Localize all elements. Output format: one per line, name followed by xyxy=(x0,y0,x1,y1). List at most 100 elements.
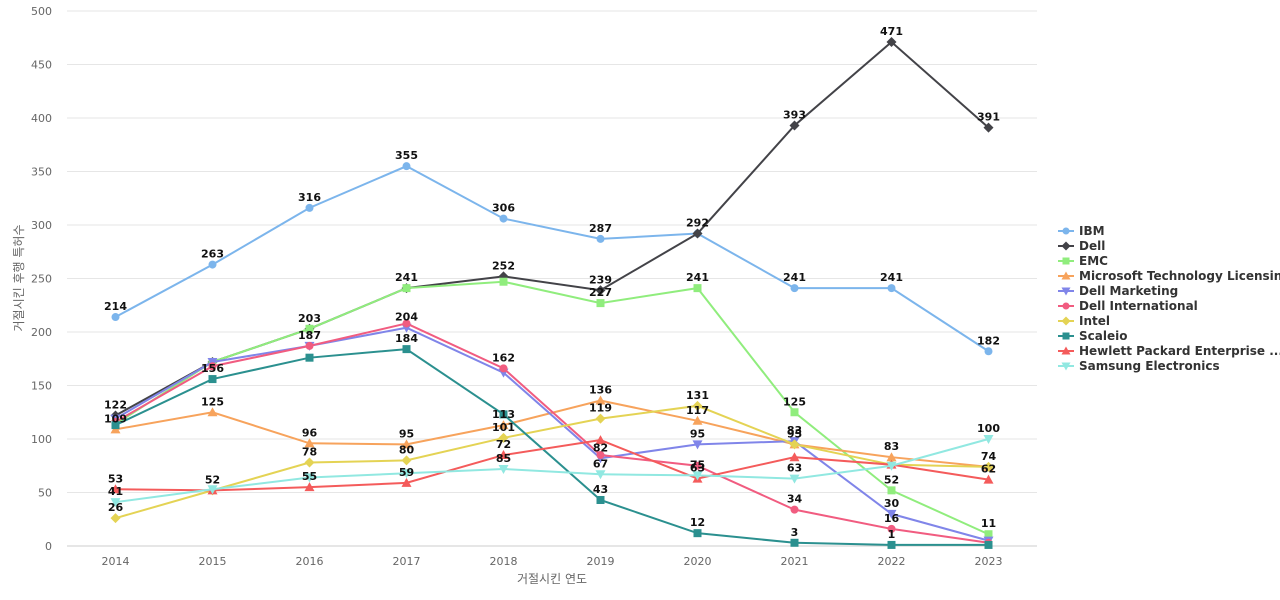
series-line xyxy=(115,404,989,520)
y-axis: 0 50 100 150 200 250 300 350 400 450 500 xyxy=(31,5,52,553)
data-point xyxy=(304,473,315,483)
x-tick-label: 2020 xyxy=(684,555,712,568)
data-label: 203 xyxy=(298,312,321,325)
data-label: 182 xyxy=(977,334,1000,347)
data-point xyxy=(984,530,993,539)
data-label: 12 xyxy=(690,516,705,529)
data-label: 72 xyxy=(496,438,511,451)
data-point xyxy=(110,498,121,508)
data-label: 113 xyxy=(492,408,515,421)
legend-item[interactable]: EMC xyxy=(1058,254,1108,268)
x-axis: 2014 2015 2016 2017 2018 2019 2020 2021 2022 2023 xyxy=(102,555,1003,568)
data-point xyxy=(401,455,412,466)
data-point xyxy=(402,284,411,293)
data-label: 55 xyxy=(302,470,317,483)
legend-label: Dell Marketing xyxy=(1079,284,1178,298)
data-point xyxy=(401,477,412,487)
data-point xyxy=(304,482,315,492)
data-label: 95 xyxy=(787,427,802,440)
legend-item[interactable]: Dell xyxy=(1058,239,1105,253)
y-tick-label: 100 xyxy=(31,433,52,446)
data-label: 96 xyxy=(302,426,318,439)
data-point xyxy=(789,120,800,131)
legend-marker xyxy=(1061,287,1071,296)
data-label: 316 xyxy=(298,191,321,204)
legend-item[interactable]: Dell Marketing xyxy=(1058,284,1178,298)
data-point xyxy=(692,228,703,239)
legend-item[interactable]: IBM xyxy=(1058,224,1105,238)
series-line xyxy=(114,326,989,542)
data-point xyxy=(983,435,994,444)
legend-item[interactable]: Samsung Electronics xyxy=(1058,359,1220,373)
data-label: 100 xyxy=(977,422,1000,435)
data-point xyxy=(789,452,800,462)
data-label: 109 xyxy=(104,412,127,425)
legend-label: Intel xyxy=(1079,314,1110,328)
data-label: 287 xyxy=(589,222,612,235)
legend-label: Microsoft Technology Licensing xyxy=(1079,269,1280,283)
series-group xyxy=(111,345,993,549)
data-point xyxy=(401,439,412,449)
data-label: 355 xyxy=(395,149,418,162)
y-tick-label: 0 xyxy=(45,540,52,553)
legend-label: Hewlett Packard Enterprise ... xyxy=(1079,344,1280,358)
data-point xyxy=(110,484,121,494)
data-label: 306 xyxy=(492,202,515,215)
data-label: 156 xyxy=(201,362,224,375)
data-label: 74 xyxy=(981,450,997,463)
data-point xyxy=(595,285,606,296)
data-point xyxy=(304,457,315,468)
x-tick-label: 2015 xyxy=(199,555,227,568)
x-tick-label: 2017 xyxy=(393,555,421,568)
y-tick-label: 300 xyxy=(31,219,52,232)
legend-marker xyxy=(1061,241,1071,251)
y-tick-label: 50 xyxy=(38,487,52,500)
legend-marker xyxy=(1062,302,1070,310)
legend-marker xyxy=(1062,227,1070,235)
x-tick-label: 2021 xyxy=(781,555,809,568)
data-point xyxy=(499,364,508,373)
data-point xyxy=(402,345,411,354)
data-label: 241 xyxy=(880,271,903,284)
data-point xyxy=(596,495,605,504)
data-label: 95 xyxy=(399,427,414,440)
data-label: 136 xyxy=(589,383,612,396)
legend-item[interactable]: Intel xyxy=(1058,314,1110,328)
data-point xyxy=(596,299,605,308)
legend-item[interactable]: Scaleio xyxy=(1058,329,1127,343)
series-lines xyxy=(110,37,994,549)
data-point xyxy=(887,524,896,533)
data-label: 119 xyxy=(589,402,612,415)
series-group xyxy=(111,162,993,356)
data-point xyxy=(693,529,702,538)
legend-item[interactable]: Hewlett Packard Enterprise ... xyxy=(1058,344,1280,358)
data-label: 391 xyxy=(977,111,1000,124)
data-label: 214 xyxy=(104,300,127,313)
legend-item[interactable]: Dell International xyxy=(1058,299,1198,313)
data-point xyxy=(498,450,509,460)
data-label: 43 xyxy=(593,483,608,496)
data-point xyxy=(886,37,897,48)
data-label: 26 xyxy=(108,501,124,514)
data-point xyxy=(208,362,217,371)
legend-label: Dell xyxy=(1079,239,1105,253)
data-point xyxy=(596,451,605,460)
data-point xyxy=(402,319,411,328)
data-point xyxy=(498,464,509,474)
series-line xyxy=(114,280,989,536)
data-label: 162 xyxy=(492,351,515,364)
x-tick-label: 2018 xyxy=(490,555,518,568)
x-axis-title: 거절시킨 연도 xyxy=(517,572,587,586)
data-point xyxy=(983,474,994,484)
series-group xyxy=(110,395,994,471)
data-label: 3 xyxy=(791,526,799,539)
data-label: 62 xyxy=(981,463,996,476)
data-label: 252 xyxy=(492,259,515,272)
legend-item[interactable]: Microsoft Technology Licensing xyxy=(1058,269,1280,283)
y-tick-label: 450 xyxy=(31,59,52,72)
data-point xyxy=(111,313,120,322)
x-tick-label: 2023 xyxy=(975,555,1003,568)
data-label: 34 xyxy=(787,493,803,506)
